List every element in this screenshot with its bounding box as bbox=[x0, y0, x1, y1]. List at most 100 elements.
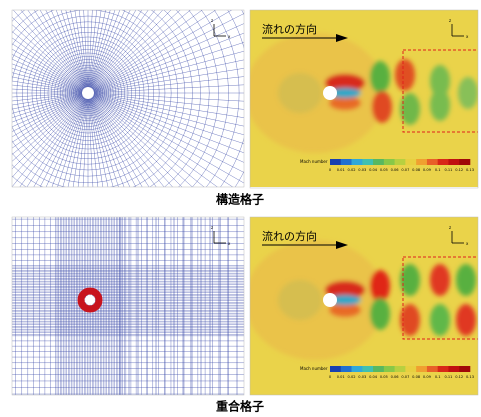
mesh-line bbox=[12, 88, 89, 94]
mesh-line bbox=[13, 10, 89, 94]
mesh-line bbox=[12, 92, 89, 155]
flow-blob bbox=[458, 77, 478, 109]
colorbar-tick-label: 0.02 bbox=[348, 168, 356, 172]
colorbar-title: Mach number bbox=[300, 366, 328, 371]
mesh-line bbox=[12, 72, 89, 94]
colorbar-segment bbox=[437, 366, 449, 372]
overset-ring bbox=[77, 287, 103, 313]
flow-arrowhead bbox=[336, 241, 348, 249]
mesh-line bbox=[31, 36, 145, 150]
mesh-line bbox=[87, 10, 131, 94]
mesh-line bbox=[33, 10, 89, 94]
flow-blob bbox=[325, 281, 365, 299]
mesh-line bbox=[44, 49, 132, 137]
colorbar-tick-label: 0.04 bbox=[369, 375, 378, 379]
mesh-line bbox=[12, 92, 89, 123]
mesh-line bbox=[87, 92, 193, 187]
colorbar-segment bbox=[394, 159, 406, 165]
mesh-line bbox=[87, 10, 172, 94]
panel-frame bbox=[249, 9, 479, 189]
colorbar-tick-label: 0.1 bbox=[435, 168, 441, 172]
colorbar-tick-label: 0.11 bbox=[444, 375, 452, 379]
mesh-line bbox=[87, 92, 114, 187]
axis-icon-label: x bbox=[466, 241, 469, 246]
mesh-line bbox=[87, 10, 97, 94]
mesh-line bbox=[65, 10, 89, 94]
mesh-line bbox=[87, 10, 143, 94]
mesh-line bbox=[87, 92, 150, 187]
mesh-line bbox=[12, 92, 89, 138]
mesh bbox=[12, 10, 244, 187]
mesh-line bbox=[87, 68, 244, 94]
colorbar-tick-label: 0.08 bbox=[412, 375, 421, 379]
mesh-line bbox=[87, 92, 137, 187]
mesh-line bbox=[82, 92, 89, 187]
mesh-line bbox=[74, 10, 89, 94]
panel-frame bbox=[249, 216, 479, 396]
mesh-line bbox=[36, 41, 140, 145]
mesh-line bbox=[12, 80, 89, 94]
mesh-line bbox=[12, 84, 89, 94]
mesh-line bbox=[27, 32, 149, 154]
mesh-line bbox=[62, 67, 114, 119]
colorbar-segment bbox=[448, 159, 460, 165]
colorbar-segment bbox=[405, 366, 417, 372]
mesh-line bbox=[77, 92, 89, 187]
mesh-line bbox=[87, 42, 244, 94]
colorbar-segment bbox=[340, 366, 352, 372]
mesh-line bbox=[77, 82, 99, 104]
mesh-line bbox=[45, 92, 89, 187]
mesh-line bbox=[12, 48, 89, 94]
mesh-line bbox=[87, 92, 109, 187]
flow-blob bbox=[430, 304, 450, 336]
colorbar-tick-label: 0.06 bbox=[391, 168, 400, 172]
mesh-line bbox=[12, 16, 89, 94]
colorbar-tick-label: 0 bbox=[329, 375, 332, 379]
colorbar-tick-label: 0.01 bbox=[337, 168, 345, 172]
mesh-line bbox=[20, 10, 89, 94]
panel-frame bbox=[11, 9, 245, 188]
mesh-line bbox=[39, 10, 89, 94]
colorbar-tick-label: 0.04 bbox=[369, 168, 378, 172]
colorbar-segment bbox=[362, 159, 374, 165]
colorbar-tick-label: 0.01 bbox=[337, 375, 345, 379]
mesh-line bbox=[87, 51, 244, 94]
colorbar-tick-label: 0.12 bbox=[455, 168, 463, 172]
mesh-line bbox=[55, 10, 89, 94]
mesh-line bbox=[40, 45, 136, 141]
mesh-line bbox=[87, 92, 244, 184]
colorbar-tick-label: 0.05 bbox=[380, 168, 388, 172]
colorbar-segment bbox=[362, 366, 374, 372]
colorbar-segment bbox=[426, 366, 438, 372]
mesh-line bbox=[87, 92, 244, 135]
flow-blob bbox=[329, 88, 361, 98]
flow-blob bbox=[456, 264, 476, 296]
colorbar-tick-label: 0.07 bbox=[401, 375, 409, 379]
mesh-line bbox=[71, 76, 105, 110]
mesh-line bbox=[83, 10, 89, 94]
axis-icon-label: x bbox=[466, 34, 469, 39]
mesh-line bbox=[12, 63, 89, 94]
mesh-line bbox=[87, 92, 244, 163]
mesh-line bbox=[12, 54, 89, 94]
mesh-line bbox=[87, 92, 173, 187]
mesh-line bbox=[87, 13, 244, 94]
mesh-line bbox=[12, 10, 186, 187]
colorbar-segment bbox=[383, 366, 395, 372]
mesh-line bbox=[80, 85, 96, 101]
mesh-line bbox=[12, 92, 89, 187]
mesh-line bbox=[70, 10, 89, 94]
mesh-line bbox=[12, 92, 89, 102]
colorbar-segment bbox=[437, 159, 449, 165]
flow-blob bbox=[430, 89, 450, 121]
mesh-line bbox=[87, 92, 157, 187]
colorbar-segment bbox=[416, 366, 428, 372]
mesh-line bbox=[87, 10, 102, 94]
colorbar-segment bbox=[459, 366, 471, 372]
flow-blob bbox=[400, 93, 420, 125]
colorbar-tick-label: 0.06 bbox=[391, 375, 400, 379]
colorbar-segment bbox=[351, 366, 363, 372]
mesh-line bbox=[54, 59, 122, 127]
mesh-line bbox=[12, 10, 172, 177]
